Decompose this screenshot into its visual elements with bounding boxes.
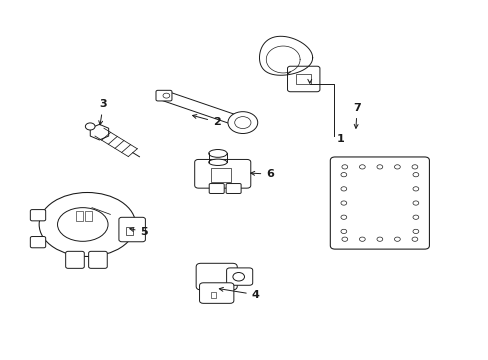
Ellipse shape	[227, 112, 257, 134]
Text: 6: 6	[250, 169, 274, 179]
Ellipse shape	[58, 208, 108, 241]
Text: 2: 2	[192, 114, 221, 127]
FancyBboxPatch shape	[196, 263, 237, 290]
Text: 3: 3	[99, 99, 107, 125]
Ellipse shape	[208, 149, 226, 157]
Circle shape	[359, 165, 365, 169]
Circle shape	[412, 172, 418, 177]
Circle shape	[163, 93, 169, 98]
Circle shape	[394, 237, 400, 241]
Circle shape	[411, 165, 417, 169]
Bar	[210, 168, 230, 182]
Circle shape	[411, 237, 417, 241]
Text: 7: 7	[352, 103, 360, 128]
Circle shape	[340, 201, 346, 205]
FancyBboxPatch shape	[287, 66, 319, 92]
Ellipse shape	[234, 117, 250, 129]
Text: 5: 5	[129, 227, 148, 237]
Bar	[85, 211, 92, 221]
FancyBboxPatch shape	[329, 157, 428, 249]
Bar	[210, 292, 216, 298]
FancyBboxPatch shape	[156, 90, 172, 101]
Text: 4: 4	[219, 287, 259, 300]
Circle shape	[340, 172, 346, 177]
Polygon shape	[161, 91, 245, 127]
FancyBboxPatch shape	[199, 283, 233, 303]
Ellipse shape	[39, 193, 135, 256]
Circle shape	[85, 123, 95, 130]
Circle shape	[340, 215, 346, 219]
Circle shape	[394, 165, 400, 169]
Circle shape	[412, 201, 418, 205]
Bar	[76, 211, 82, 221]
Circle shape	[340, 229, 346, 234]
FancyBboxPatch shape	[88, 251, 107, 268]
Circle shape	[412, 215, 418, 219]
FancyBboxPatch shape	[225, 184, 241, 193]
Bar	[126, 227, 133, 235]
Circle shape	[412, 187, 418, 191]
FancyBboxPatch shape	[209, 184, 224, 193]
FancyBboxPatch shape	[194, 159, 250, 188]
Text: 1: 1	[336, 134, 344, 144]
Circle shape	[376, 237, 382, 241]
Polygon shape	[90, 124, 108, 140]
FancyBboxPatch shape	[119, 217, 145, 242]
Circle shape	[412, 229, 418, 234]
Circle shape	[359, 237, 365, 241]
Bar	[296, 74, 310, 84]
Circle shape	[376, 165, 382, 169]
Circle shape	[341, 237, 347, 241]
Circle shape	[232, 273, 244, 281]
Circle shape	[340, 187, 346, 191]
FancyBboxPatch shape	[65, 251, 84, 268]
Ellipse shape	[208, 159, 226, 166]
FancyBboxPatch shape	[226, 268, 252, 285]
Circle shape	[341, 165, 347, 169]
FancyBboxPatch shape	[30, 237, 45, 248]
FancyBboxPatch shape	[30, 210, 45, 221]
